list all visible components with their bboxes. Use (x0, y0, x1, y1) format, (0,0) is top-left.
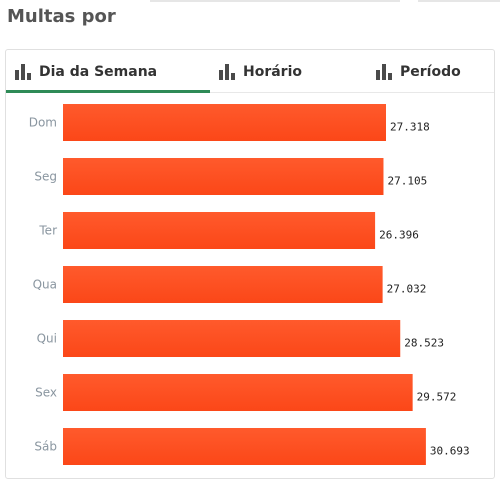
bar-chart-icon (15, 63, 31, 80)
bar-sáb[interactable] (63, 428, 426, 465)
bar-chart-icon (219, 63, 235, 80)
tab-dia-da-semana[interactable]: Dia da Semana (15, 50, 157, 93)
page-title: Multas por (7, 6, 116, 27)
category-label: Qui (37, 332, 57, 346)
value-label: 27.105 (387, 175, 427, 188)
bar-sex[interactable] (63, 374, 413, 411)
category-label: Seg (34, 170, 57, 184)
category-label: Qua (33, 278, 57, 292)
category-label: Dom (29, 116, 57, 130)
tab-label: Período (400, 63, 461, 80)
tab-label: Dia da Semana (39, 63, 158, 80)
bar-seg[interactable] (63, 158, 384, 195)
chart-card: Dia da Semana Horário Período Dom 27.318 S… (5, 49, 495, 479)
bar-chart: Dom 27.318 Seg 27.105 Ter 26.396 Qua 27.032 Qui 2… (29, 104, 470, 465)
value-label: 27.318 (390, 121, 430, 134)
value-label: 29.572 (417, 391, 457, 404)
category-label: Sex (35, 386, 57, 400)
category-label: Sáb (34, 440, 57, 454)
tab-horario[interactable]: Horário (219, 50, 302, 93)
category-label: Ter (38, 224, 57, 238)
value-label: 27.032 (387, 283, 427, 296)
bar-dom[interactable] (63, 104, 386, 141)
tab-label: Horário (243, 63, 303, 80)
value-label: 28.523 (404, 337, 444, 350)
bar-ter[interactable] (63, 212, 376, 249)
top-divider (418, 0, 500, 2)
bar-qui[interactable] (63, 320, 401, 357)
tab-bar: Dia da Semana Horário Período (6, 50, 494, 93)
tab-periodo[interactable]: Período (376, 50, 461, 93)
top-divider (150, 0, 400, 2)
value-label: 30.693 (430, 445, 470, 458)
value-label: 26.396 (379, 229, 419, 242)
bar-qua[interactable] (63, 266, 383, 303)
bar-chart-icon (376, 63, 392, 80)
active-tab-indicator (6, 90, 210, 93)
